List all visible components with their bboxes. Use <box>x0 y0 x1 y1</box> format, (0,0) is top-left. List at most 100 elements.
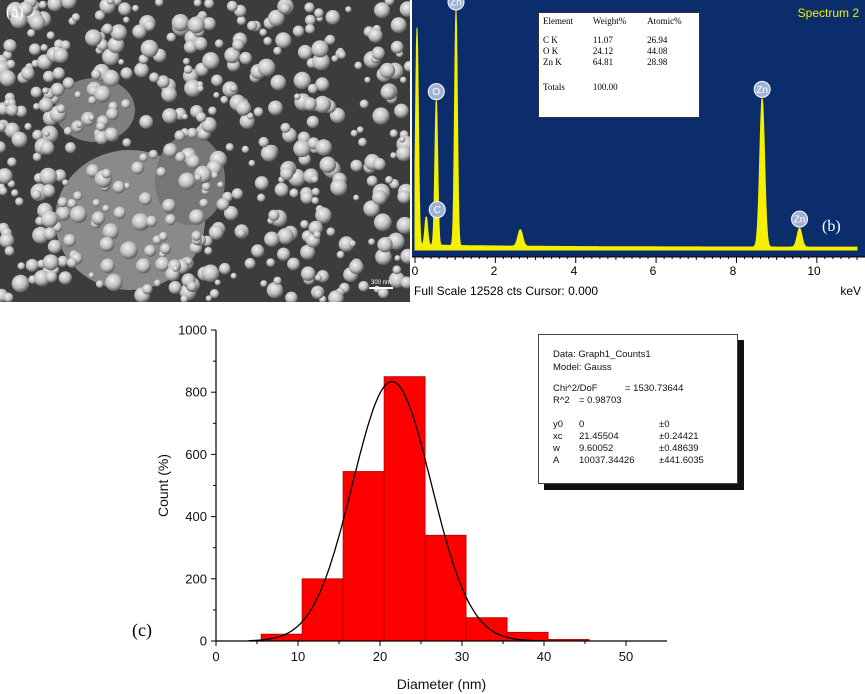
peak-label: O <box>432 87 440 98</box>
nanoparticle <box>199 198 209 208</box>
nanoparticle <box>149 72 160 83</box>
nanoparticle <box>225 143 234 152</box>
nanoparticle <box>210 171 219 179</box>
x-tick-label: 0 <box>412 264 419 278</box>
nanoparticle <box>175 152 186 163</box>
nanoparticle <box>42 87 49 95</box>
fit-chi-label: Chi^2/DoF <box>553 383 598 394</box>
nanoparticle <box>144 244 157 257</box>
nanoparticle <box>104 127 119 142</box>
scale-bar-label: 300 nm <box>370 280 391 286</box>
nanoparticle <box>373 157 386 171</box>
x-tick-label: 6 <box>649 264 657 278</box>
y-tick-label: 600 <box>185 447 207 462</box>
nanoparticle <box>42 254 59 271</box>
nanoparticle <box>377 237 393 253</box>
nanoparticle <box>363 200 380 217</box>
x-tick-label: 20 <box>373 649 387 664</box>
histogram-bar <box>342 471 385 642</box>
nanoparticle <box>216 198 230 211</box>
histogram-chart: 0 10 20 30 40 50 0 200 400 600 800 1000 Diameter (nm… <box>155 323 667 692</box>
nanoparticle <box>174 130 186 142</box>
y-axis-title: Count (%) <box>155 454 171 517</box>
nanoparticle <box>57 255 69 267</box>
nanoparticle <box>277 228 294 245</box>
table-cell: 24.12 <box>592 46 614 56</box>
nanoparticle <box>63 126 73 136</box>
nanoparticle <box>47 239 62 254</box>
nanoparticle <box>359 99 369 109</box>
nanoparticle <box>29 43 41 56</box>
table-cell: 26.94 <box>647 35 668 45</box>
nanoparticle <box>168 281 182 294</box>
nanoparticle <box>310 175 319 183</box>
nanoparticle <box>268 9 285 27</box>
nanoparticle <box>308 220 323 236</box>
nanoparticle <box>20 66 35 81</box>
x-tick-label: 0 <box>212 649 219 664</box>
nanoparticle <box>178 172 196 190</box>
nanoparticle <box>134 62 149 78</box>
nanoparticle <box>113 206 127 219</box>
fit-param-value: 9.60052 <box>579 443 614 454</box>
nanoparticle <box>378 287 389 299</box>
table-cell: 64.81 <box>592 57 614 67</box>
histogram-bar <box>424 534 467 642</box>
nanoparticle <box>0 70 16 87</box>
nanoparticle <box>338 236 355 252</box>
fit-r2-value: = 0.98703 <box>579 395 622 406</box>
nanoparticle <box>326 227 336 237</box>
nanoparticle <box>43 70 55 83</box>
x-tick-label: 10 <box>291 649 305 664</box>
nanoparticle <box>85 29 102 47</box>
nanoparticle <box>201 182 211 191</box>
nanoparticle <box>280 122 291 133</box>
nanoparticle <box>275 32 292 49</box>
nanoparticle <box>260 280 268 288</box>
table-cell: Totals <box>543 82 565 92</box>
nanoparticle <box>400 276 410 289</box>
nanoparticle <box>266 258 276 267</box>
nanoparticle <box>118 59 125 65</box>
nanoparticle <box>60 40 71 51</box>
nanoparticle <box>300 220 309 229</box>
nanoparticle <box>396 145 410 162</box>
nanoparticle <box>390 17 407 34</box>
x-tick-label: 30 <box>455 649 469 664</box>
nanoparticle <box>29 14 46 31</box>
nanoparticle <box>263 36 273 46</box>
nanoparticle <box>349 259 364 275</box>
nanoparticle <box>330 178 348 196</box>
nanoparticle <box>53 47 69 64</box>
nanoparticle <box>328 290 344 302</box>
fit-param-name: w <box>553 443 560 454</box>
spectrum-title: Spectrum 2 <box>797 6 859 20</box>
nanoparticle <box>56 104 66 114</box>
nanoparticle <box>287 257 300 271</box>
nanoparticle <box>268 100 283 116</box>
nanoparticle <box>293 71 311 90</box>
nanoparticle <box>350 129 358 137</box>
composition-table: Element Weight% Atomic% C K 11.07 26.94 … <box>538 12 700 118</box>
nanoparticle <box>371 46 385 60</box>
table-cell: Zn K <box>543 57 562 67</box>
nanoparticle <box>52 67 65 80</box>
nanoparticle <box>229 84 238 93</box>
nanoparticle <box>25 258 39 272</box>
nanoparticle <box>162 198 176 213</box>
nanoparticle <box>5 103 19 117</box>
nanoparticle <box>93 85 111 103</box>
nanoparticle <box>71 13 81 22</box>
nanoparticle <box>385 176 393 184</box>
table-cell: C K <box>543 35 558 45</box>
nanoparticle <box>155 256 171 272</box>
peak-label-badge <box>428 201 446 219</box>
nanoparticle <box>73 191 83 201</box>
nanoparticle <box>156 75 170 89</box>
nanoparticle <box>349 240 356 248</box>
peak-label: C <box>434 205 441 216</box>
nanoparticle <box>258 136 269 148</box>
nanoparticle <box>336 250 345 259</box>
nanoparticle <box>289 188 299 198</box>
nanoparticle <box>223 206 239 221</box>
